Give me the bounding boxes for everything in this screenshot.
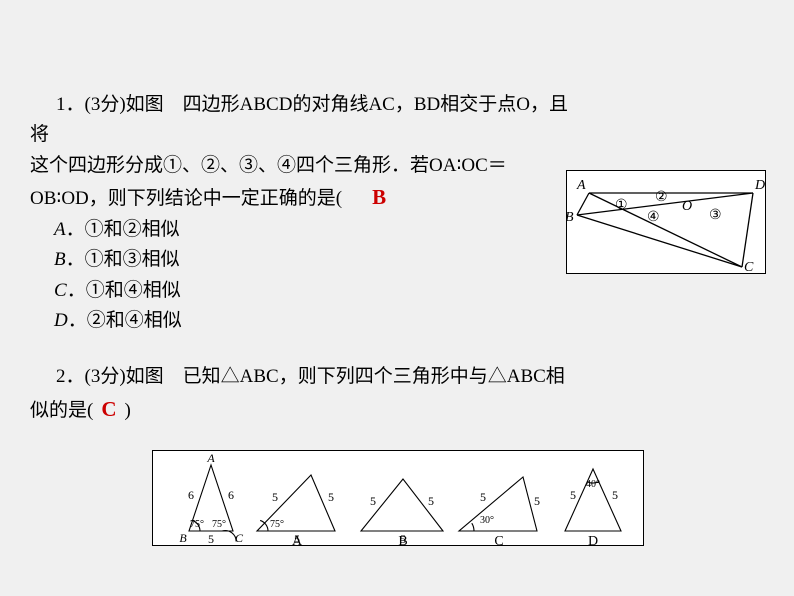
q1-answer: B (372, 185, 386, 209)
question-2: 2．(3分)如图 已知△ABC，则下列四个三角形中与△ABC相 似的是(C) (30, 362, 750, 426)
q1-line1: 1．(3分)如图 四边形ABCD的对角线AC，BD相交于点O，且将 (30, 90, 570, 151)
q1-option-b: B．①和③相似 (54, 245, 570, 275)
figure-1-quadrilateral: A D B C O ① ② ③ ④ (566, 170, 766, 274)
question-1: 1．(3分)如图 四边形ABCD的对角线AC，BD相交于点O，且将 这个四边形分… (30, 90, 570, 336)
svg-text:B: B (179, 531, 187, 545)
q2-answer: C (101, 397, 116, 421)
svg-text:5: 5 (570, 488, 576, 502)
svg-text:5: 5 (328, 490, 334, 504)
svg-text:75°: 75° (270, 519, 284, 530)
svg-text:④: ④ (647, 210, 660, 225)
svg-text:C: C (494, 534, 503, 547)
q2-line1: 2．(3分)如图 已知△ABC，则下列四个三角形中与△ABC相 (30, 362, 750, 392)
svg-text:C: C (744, 260, 754, 275)
svg-text:B: B (567, 210, 574, 225)
figure-2-triangles: ABC66575°75°55575°A555B5530°C5540°D (152, 450, 644, 546)
svg-text:A: A (292, 534, 303, 547)
svg-text:5: 5 (208, 532, 214, 546)
svg-text:D: D (754, 178, 765, 193)
svg-text:6: 6 (228, 488, 234, 502)
svg-text:6: 6 (188, 488, 194, 502)
svg-text:5: 5 (612, 488, 618, 502)
svg-text:30°: 30° (480, 515, 494, 526)
q1-option-d: D．②和④相似 (54, 306, 570, 336)
q1-line3: OB∶OD，则下列结论中一定正确的是(B (30, 181, 570, 215)
svg-text:5: 5 (428, 494, 434, 508)
svg-text:5: 5 (534, 494, 540, 508)
svg-text:40°: 40° (586, 479, 600, 490)
svg-text:B: B (398, 534, 407, 547)
svg-text:A: A (576, 178, 586, 193)
svg-text:②: ② (655, 190, 668, 205)
q2-line2: 似的是(C) (30, 393, 750, 427)
svg-text:A: A (206, 451, 215, 465)
q1-option-a: A．①和②相似 (54, 215, 570, 245)
q1-line2: 这个四边形分成①、②、③、④四个三角形．若OA∶OC＝ (30, 151, 570, 181)
svg-text:D: D (588, 534, 598, 547)
svg-text:③: ③ (709, 208, 722, 223)
q1-option-c: C．①和④相似 (54, 276, 570, 306)
svg-text:5: 5 (370, 494, 376, 508)
svg-text:①: ① (615, 198, 628, 213)
svg-text:5: 5 (480, 490, 486, 504)
svg-text:C: C (235, 531, 244, 545)
svg-text:O: O (682, 199, 692, 214)
svg-text:75°: 75° (212, 519, 226, 530)
svg-text:5: 5 (272, 490, 278, 504)
